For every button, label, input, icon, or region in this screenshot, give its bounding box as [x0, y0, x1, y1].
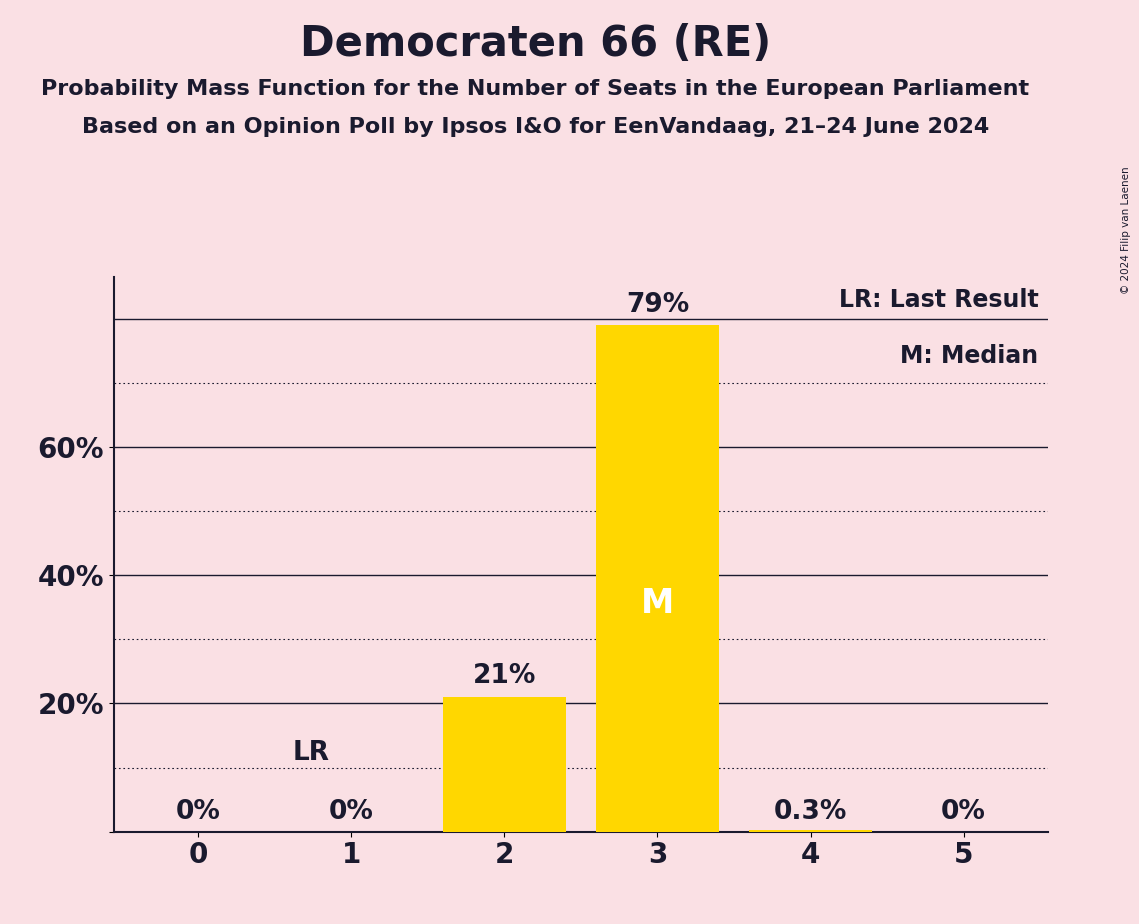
Text: 0%: 0% — [941, 799, 986, 825]
Text: 0.3%: 0.3% — [773, 799, 847, 825]
Text: M: M — [641, 588, 674, 620]
Bar — [596, 325, 719, 832]
Text: LR: LR — [293, 739, 330, 766]
Text: 0%: 0% — [329, 799, 374, 825]
Text: LR: Last Result: LR: Last Result — [838, 288, 1039, 312]
Bar — [443, 697, 566, 832]
Text: M: Median: M: Median — [901, 344, 1039, 368]
Text: Democraten 66 (RE): Democraten 66 (RE) — [300, 23, 771, 65]
Text: © 2024 Filip van Laenen: © 2024 Filip van Laenen — [1121, 166, 1131, 294]
Text: 79%: 79% — [625, 292, 689, 318]
Text: 21%: 21% — [473, 663, 536, 689]
Text: Based on an Opinion Poll by Ipsos I&O for EenVandaag, 21–24 June 2024: Based on an Opinion Poll by Ipsos I&O fo… — [82, 117, 989, 138]
Text: 0%: 0% — [175, 799, 221, 825]
Bar — [749, 830, 871, 832]
Text: Probability Mass Function for the Number of Seats in the European Parliament: Probability Mass Function for the Number… — [41, 79, 1030, 99]
